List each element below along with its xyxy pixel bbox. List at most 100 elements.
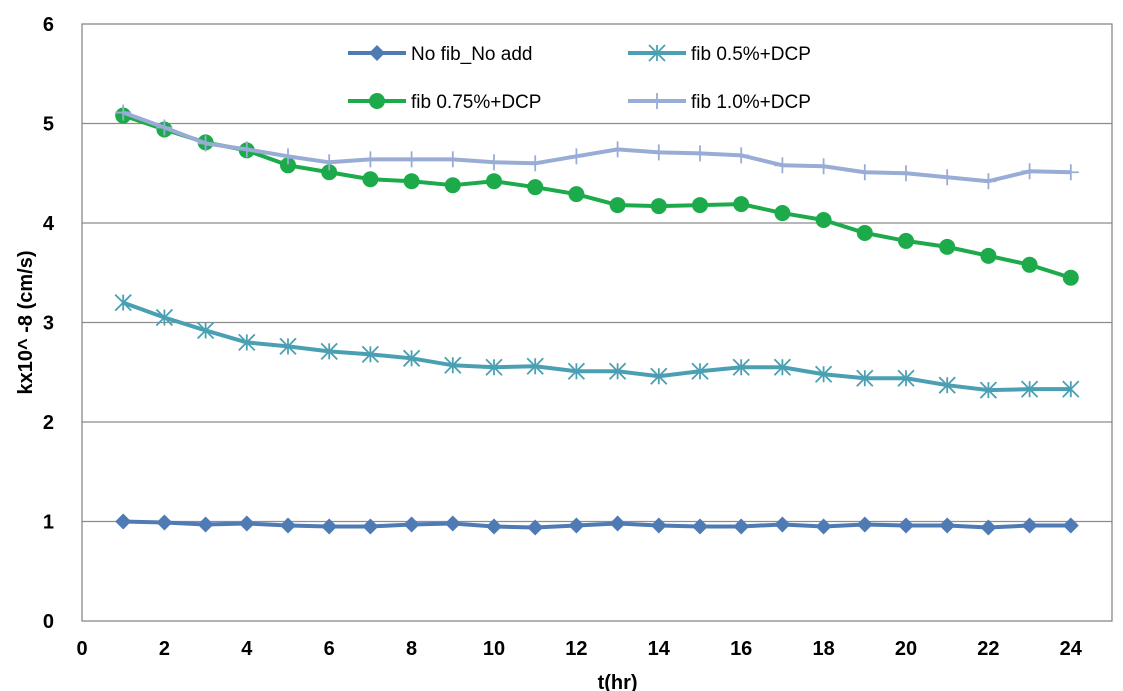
data-point [856, 516, 873, 533]
y-tick-label: 6 [43, 14, 54, 36]
legend-marker [648, 44, 666, 62]
data-point [320, 342, 338, 360]
series-line [123, 519, 1071, 530]
data-point [486, 173, 502, 190]
data-point [856, 224, 873, 241]
data-point [114, 293, 132, 312]
data-point [568, 186, 585, 203]
data-point [280, 517, 296, 534]
series-group [114, 104, 1080, 536]
legend-marker [369, 93, 385, 109]
series-2 [114, 293, 1080, 399]
data-point [568, 148, 585, 165]
data-point [486, 154, 502, 171]
data-point [898, 517, 914, 534]
data-point [1020, 380, 1039, 398]
data-point [815, 158, 832, 175]
data-point [321, 518, 338, 535]
data-point [280, 157, 296, 174]
data-point [732, 358, 750, 376]
data-point [939, 169, 956, 186]
data-point [1062, 164, 1079, 181]
data-point [608, 362, 627, 380]
y-axis-title: kx10^ -8 (cm/s) [15, 251, 37, 395]
data-point [1062, 517, 1079, 534]
x-axis-title: t(hr) [598, 672, 638, 691]
data-point [197, 135, 214, 152]
data-point [1062, 269, 1079, 286]
data-point [733, 147, 750, 164]
x-tick-label: 0 [76, 638, 87, 660]
data-point [1021, 517, 1038, 534]
data-point [939, 517, 956, 534]
data-point [815, 212, 832, 229]
data-point [197, 516, 214, 533]
data-point [155, 308, 174, 327]
x-tick-label: 12 [565, 638, 587, 660]
data-point [526, 357, 544, 375]
data-point [979, 381, 998, 399]
data-point [1062, 380, 1080, 398]
data-point [486, 518, 502, 535]
data-point [362, 151, 379, 168]
data-point [733, 518, 750, 535]
data-point [444, 177, 461, 194]
data-point [196, 321, 215, 340]
x-tick-label: 6 [324, 638, 335, 660]
data-point [527, 179, 544, 196]
legend-marker [369, 45, 385, 61]
data-point [402, 349, 421, 367]
data-point [156, 514, 173, 531]
legend-label: fib 0.5%+DCP [691, 44, 811, 65]
data-point [856, 369, 874, 387]
x-tick-label: 14 [648, 638, 671, 660]
data-point [650, 367, 668, 385]
data-point [444, 356, 462, 374]
data-point [527, 519, 544, 536]
data-point [567, 362, 586, 380]
data-point [527, 155, 544, 172]
data-point [897, 369, 915, 387]
data-point [650, 144, 667, 161]
data-point [692, 197, 708, 214]
x-tick-label: 22 [977, 638, 999, 660]
data-point [362, 171, 379, 188]
series-1 [115, 513, 1079, 536]
data-point [321, 164, 338, 181]
series-line [122, 113, 1072, 280]
gridlines [82, 122, 1112, 523]
data-point [774, 516, 791, 533]
x-tick-label: 24 [1060, 638, 1083, 660]
y-tick-label: 5 [43, 114, 54, 136]
data-point [774, 205, 791, 222]
x-tick-label: 10 [483, 638, 505, 660]
data-point [403, 516, 420, 533]
data-point [279, 337, 297, 356]
x-tick-label: 18 [812, 638, 834, 660]
legend-label: No fib_No add [411, 44, 532, 65]
x-tick-label: 16 [730, 638, 752, 660]
data-point [403, 173, 420, 190]
data-point [733, 196, 750, 213]
legend-label: fib 1.0%+DCP [691, 92, 811, 113]
data-point [691, 362, 709, 380]
legend-item: fib 0.5%+DCP [628, 44, 811, 65]
y-tick-label: 4 [43, 213, 55, 235]
y-tick-label: 1 [43, 512, 54, 534]
data-point [814, 365, 833, 383]
legend-item: fib 0.75%+DCP [348, 92, 541, 113]
data-point [321, 154, 338, 171]
data-point [609, 515, 626, 532]
data-point [609, 141, 626, 158]
data-point [444, 515, 461, 532]
y-tick-labels: 0 1 2 3 4 5 6 [43, 14, 55, 633]
data-point [238, 333, 256, 352]
data-point [280, 148, 296, 165]
data-point [1021, 163, 1038, 180]
series-3 [115, 107, 1079, 286]
data-point [939, 238, 956, 255]
series-line [122, 110, 1071, 184]
data-point [115, 104, 132, 121]
data-point [115, 513, 132, 530]
